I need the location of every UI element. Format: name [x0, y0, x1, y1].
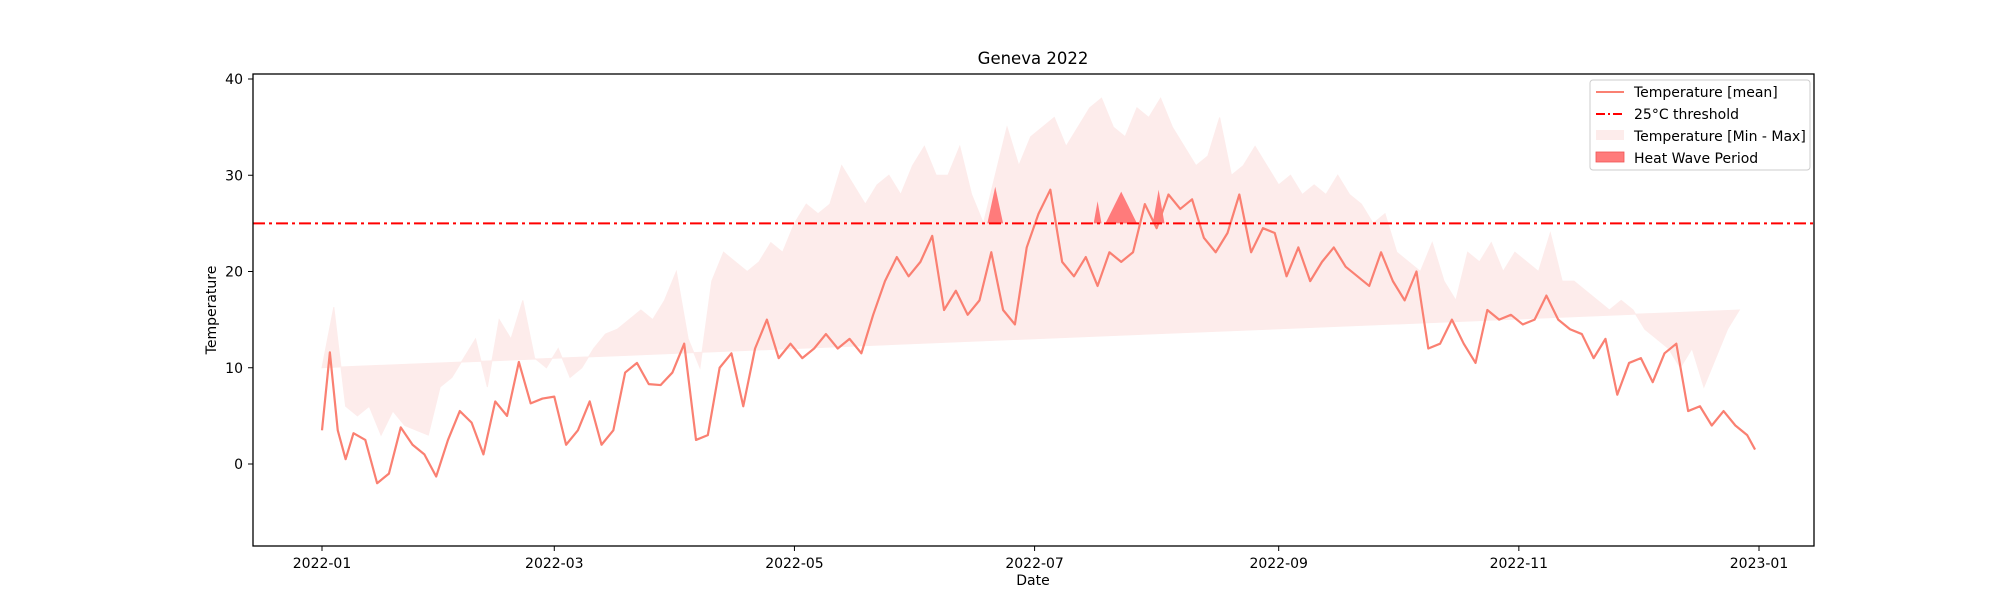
x-tick-label: 2022-01	[293, 556, 352, 572]
x-tick-label: 2022-07	[1005, 556, 1064, 572]
x-tick-label: 2022-09	[1249, 556, 1308, 572]
legend-swatch-icon	[1595, 151, 1625, 163]
y-axis-label: Temperature	[204, 266, 220, 356]
y-axis: 0 10 20 30 40	[225, 72, 253, 473]
x-tick-label: 2022-05	[765, 556, 824, 572]
legend: Temperature [mean] 25°C threshold Temper…	[1589, 79, 1811, 171]
legend-label: Heat Wave Period	[1634, 151, 1758, 167]
legend-swatch-icon	[1596, 130, 1624, 140]
legend-label: Temperature [Min - Max]	[1633, 129, 1806, 145]
axes-frame	[252, 73, 1815, 547]
y-tick-label: 20	[225, 265, 243, 281]
chart-title: Geneva 2022	[978, 49, 1089, 68]
min-max-band	[321, 97, 1741, 437]
y-tick-label: 40	[225, 72, 243, 88]
x-tick-label: 2022-11	[1490, 556, 1549, 572]
y-tick-label: 30	[225, 168, 243, 184]
legend-item-threshold: 25°C threshold	[1596, 107, 1739, 123]
legend-box	[1589, 79, 1811, 171]
x-axis-label: Date	[1016, 573, 1049, 589]
x-tick-label: 2023-01	[1730, 556, 1789, 572]
legend-label: Temperature [mean]	[1633, 85, 1778, 101]
y-tick-label: 0	[234, 457, 243, 473]
legend-label: 25°C threshold	[1634, 107, 1739, 123]
x-axis: 2022-01 2022-03 2022-05 2022-07 2022-09 2022-…	[293, 546, 1789, 572]
mean-temperature-line	[320, 188, 1757, 485]
x-tick-label: 2022-03	[525, 556, 584, 572]
heat-wave-area	[1093, 201, 1102, 224]
legend-item-minmax: Temperature [Min - Max]	[1596, 129, 1806, 145]
heat-wave-area	[1105, 191, 1137, 224]
heat-wave-area	[987, 186, 1004, 224]
legend-item-mean: Temperature [mean]	[1596, 85, 1778, 101]
legend-item-heatwave: Heat Wave Period	[1595, 151, 1758, 167]
plot-area	[253, 97, 1813, 485]
y-tick-label: 10	[225, 361, 243, 377]
